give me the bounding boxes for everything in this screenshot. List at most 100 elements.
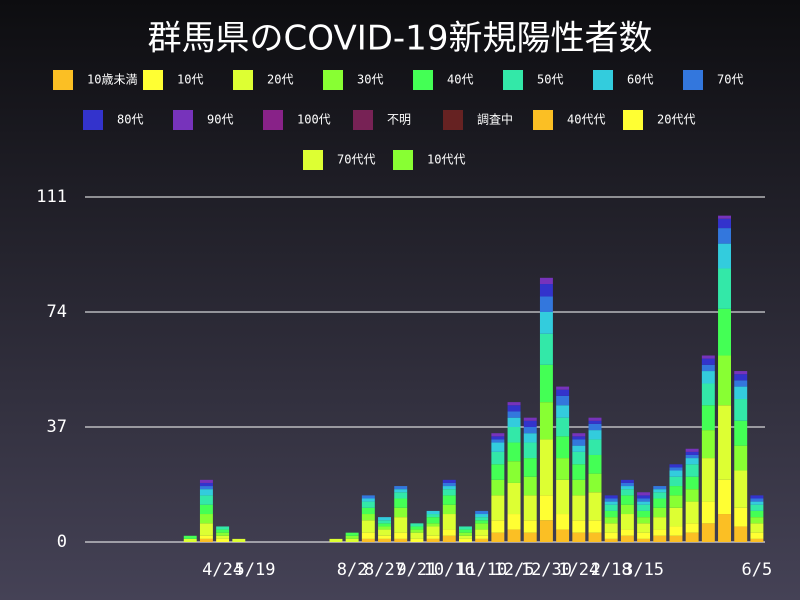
legend-swatch [533,110,553,130]
bar-segment [685,451,699,455]
bar-segment [701,355,715,359]
bar-segment [637,504,651,511]
x-tick-label: 9/21 [396,560,437,580]
bar-segment [701,364,715,372]
bar-segment [475,535,489,539]
bar-segment [685,489,699,502]
bar-segment [459,532,472,536]
bar-segment [604,517,618,524]
bar-segment [410,538,424,542]
bar-segment [345,535,359,539]
bar-segment [637,517,651,524]
bar-segment [410,526,424,530]
bar-segment [588,423,602,431]
bar-segment [523,532,537,542]
bar-segment [329,538,343,542]
bar-segment [183,535,197,539]
bar-segment [718,228,731,244]
bar-segment [539,277,553,285]
bar-segment [523,476,537,496]
bar-segment [491,532,505,542]
bar-segment [669,486,683,496]
bar-segment [718,215,731,219]
bar-segment [701,383,715,406]
bar-segment [539,439,553,496]
bar-segment [507,417,521,427]
bar-segment [459,535,472,539]
bar-segment [394,486,408,490]
bar-segment [669,507,683,527]
legend-swatch [443,110,463,130]
bar-segment [507,529,521,542]
bar-segment [718,405,731,480]
bar-segment [685,448,699,452]
legend-label: 20代 [267,73,293,87]
bar-segment [345,538,359,542]
bar-segment [620,529,634,536]
bar-segment [604,538,618,542]
bar-segment [685,454,699,459]
bar-segment [378,523,391,527]
bar-segment [572,445,586,452]
bar-segment [653,535,667,542]
bar-segment [345,532,359,536]
bar-segment [523,433,537,443]
bar-segment [507,411,521,418]
bar-segment [475,517,489,521]
bar-segment [539,495,553,521]
bar-segment [491,451,505,465]
legend-label: 30代 [357,73,383,87]
legend-label: 調査中 [477,112,513,127]
bar-segment [507,461,521,483]
bar-segment [604,532,618,539]
x-tick-label: 1/24 [558,560,599,580]
bar-segment [378,535,391,539]
bar-segment [394,507,408,518]
legend-swatch [143,70,163,90]
bar-segment [539,364,553,403]
bar-segment [653,486,667,490]
bar-segment [572,436,586,440]
bar-segment [556,514,570,530]
bar-segment [701,458,715,502]
bar-segment [556,386,570,390]
bar-segment [539,333,553,365]
y-tick-label: 111 [36,187,67,207]
bar-segment [378,529,391,536]
legend-swatch [683,70,703,90]
legend-swatch [623,110,643,130]
legend-swatch [173,110,193,130]
bar-segment [588,492,602,521]
bar-segment [669,535,683,542]
bar-segment [410,532,424,539]
bar-segment [637,523,651,533]
chart-title: 群馬県のCOVID-19新規陽性者数 [148,19,653,59]
bar-segment [199,495,213,505]
bar-segment [604,498,618,502]
bar-segment [734,399,748,421]
bar-segment [588,439,602,455]
x-tick-label: 2/18 [591,560,632,580]
bar-segment [572,479,586,496]
bar-segment [199,523,213,536]
bar-segment [588,417,602,421]
bar-segment [556,395,570,406]
bar-segment [572,451,586,465]
bar-segment [556,479,570,515]
bar-segment [669,470,683,477]
bar-segment [523,442,537,459]
bar-segment [750,538,764,542]
bar-segment [604,523,618,533]
bar-segment [637,492,651,496]
bar-segment [442,479,456,483]
bar-segment [620,482,634,487]
bar-segment [539,284,553,297]
bar-segment [701,358,715,365]
bar-segment [604,495,618,499]
bar-segment [199,504,213,515]
bar-segment [361,532,375,539]
bar-segment [750,532,764,539]
bar-segment [701,371,715,384]
bar-segment [491,436,505,440]
